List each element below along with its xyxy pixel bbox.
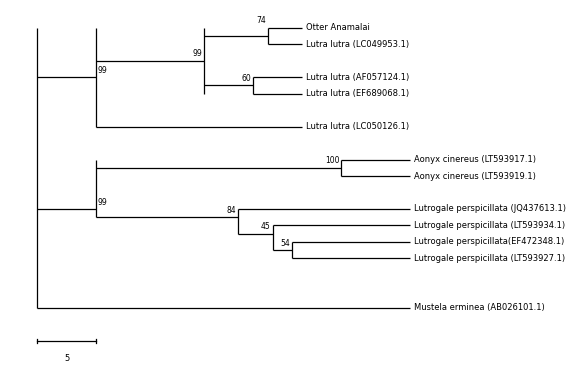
Text: Aonyx cinereus (LT593919.1): Aonyx cinereus (LT593919.1) — [414, 171, 536, 181]
Text: Lutra lutra (LC049953.1): Lutra lutra (LC049953.1) — [306, 40, 409, 49]
Text: 45: 45 — [261, 222, 271, 231]
Text: 54: 54 — [280, 239, 290, 248]
Text: 74: 74 — [256, 16, 266, 25]
Text: Lutrogale perspicillata (LT593934.1): Lutrogale perspicillata (LT593934.1) — [414, 221, 565, 230]
Text: Lutra lutra (LC050126.1): Lutra lutra (LC050126.1) — [306, 122, 409, 131]
Text: 99: 99 — [192, 49, 202, 58]
Text: 99: 99 — [98, 65, 108, 75]
Text: Otter Anamalai: Otter Anamalai — [306, 23, 370, 32]
Text: 60: 60 — [241, 74, 251, 83]
Text: 99: 99 — [98, 198, 108, 206]
Text: Lutra lutra (EF689068.1): Lutra lutra (EF689068.1) — [306, 89, 409, 98]
Text: Lutra lutra (AF057124.1): Lutra lutra (AF057124.1) — [306, 72, 409, 82]
Text: Mustela erminea (AB026101.1): Mustela erminea (AB026101.1) — [414, 303, 545, 313]
Text: Aonyx cinereus (LT593917.1): Aonyx cinereus (LT593917.1) — [414, 155, 536, 164]
Text: Lutrogale perspicillata (JQ437613.1): Lutrogale perspicillata (JQ437613.1) — [414, 204, 566, 214]
Text: 100: 100 — [325, 156, 339, 165]
Text: 5: 5 — [64, 354, 69, 363]
Text: Lutrogale perspicillata (LT593927.1): Lutrogale perspicillata (LT593927.1) — [414, 254, 565, 263]
Text: Lutrogale perspicillata(EF472348.1): Lutrogale perspicillata(EF472348.1) — [414, 238, 564, 246]
Text: 84: 84 — [227, 206, 236, 215]
